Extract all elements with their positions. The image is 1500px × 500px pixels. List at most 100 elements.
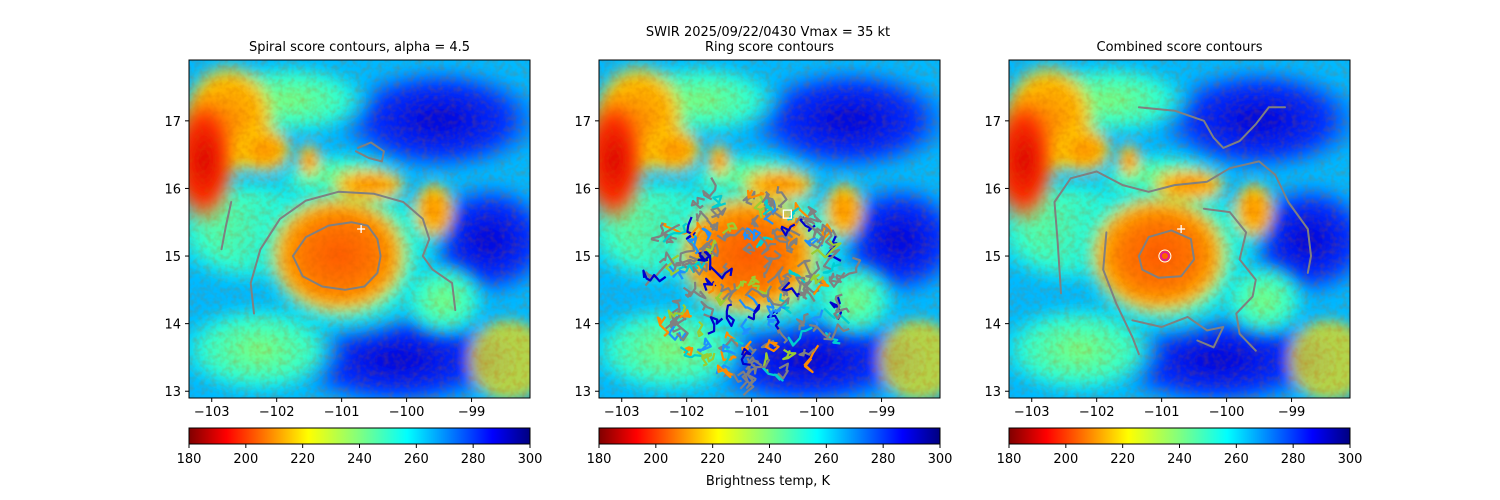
panel-2: Ring score contours −103 −102 −101 −100 −99 13…	[574, 40, 953, 467]
ring-contour	[835, 256, 862, 279]
y-tick-label: 16	[984, 182, 1001, 197]
x-tick-label: −103	[1014, 405, 1050, 420]
ring-contour	[662, 222, 688, 243]
y-tick-label: 15	[574, 250, 591, 265]
ring-contour	[690, 221, 707, 243]
figure-suptitle: SWIR 2025/09/22/0430 Vmax = 35 kt	[646, 25, 890, 40]
x-tick-label: −102	[1079, 405, 1115, 420]
ring-contour	[803, 344, 820, 374]
panel-title: Ring score contours	[705, 40, 834, 55]
colorbar-tick-label: 180	[587, 452, 612, 467]
ring-contour	[740, 318, 752, 335]
ring-contour	[711, 194, 727, 209]
ring-contour	[706, 219, 719, 232]
ring-contour	[783, 217, 801, 231]
colorbar-tick-label: 240	[757, 452, 782, 467]
colorbar-tick-label: 280	[871, 452, 896, 467]
ring-contour	[668, 325, 688, 341]
ring-contour	[679, 346, 702, 359]
y-tick-label: 16	[574, 182, 591, 197]
ring-contours	[642, 177, 862, 396]
ring-contour	[780, 223, 796, 237]
colorbar-tick-label: 280	[461, 452, 486, 467]
ring-contour	[769, 305, 786, 318]
ring-contour	[781, 281, 803, 298]
y-tick-label: 14	[164, 318, 181, 333]
ring-contour	[670, 321, 689, 342]
contour-line-3	[220, 201, 233, 251]
y-tick-label: 17	[984, 115, 1001, 130]
ring-contour	[796, 259, 817, 279]
colorbar-gradient	[1008, 427, 1351, 445]
y-tick-label: 14	[574, 318, 591, 333]
x-tick-label: −102	[669, 405, 705, 420]
ring-contour	[667, 303, 687, 319]
ring-contour	[804, 236, 824, 247]
contour-line-1	[291, 221, 382, 291]
ring-contour	[716, 364, 733, 379]
ring-contour	[701, 227, 712, 242]
ring-contour	[696, 350, 716, 363]
ring-contour	[742, 190, 756, 206]
x-tick-label: −103	[194, 405, 230, 420]
contour-line-5	[1131, 315, 1225, 349]
ring-contour	[695, 210, 709, 222]
contour-line-2	[249, 190, 457, 315]
ring-contour	[799, 282, 816, 303]
ring-contour	[685, 216, 696, 240]
ring-contour	[717, 262, 728, 278]
ring-contour	[763, 259, 773, 279]
colorbar-tick-label: 300	[1338, 452, 1363, 467]
ring-contour	[673, 255, 698, 271]
colorbar-tick-label: 260	[1224, 452, 1249, 467]
ring-contour	[810, 239, 842, 259]
ring-contour	[811, 309, 824, 326]
ring-contour	[798, 348, 816, 357]
ring-contour	[787, 237, 798, 251]
ring-contour	[820, 223, 834, 250]
ring-contour	[823, 307, 851, 325]
ring-contour	[707, 278, 723, 295]
ring-contour	[795, 312, 809, 331]
ring-contour	[834, 293, 844, 313]
contour-line-4	[1202, 207, 1257, 352]
ring-contour	[697, 337, 712, 353]
colorbar: 180 200 220 240 260 280 300	[177, 427, 542, 467]
ring-contour	[742, 242, 756, 255]
ring-contour	[735, 280, 747, 290]
ring-contour	[810, 273, 825, 285]
ring-contour	[746, 189, 765, 199]
ring-contour	[777, 362, 789, 380]
ring-contour	[784, 228, 801, 239]
ring-contour	[692, 263, 708, 276]
ring-contour	[766, 285, 790, 307]
ring-contour	[761, 190, 775, 207]
ring-contour	[764, 339, 780, 353]
ring-contour	[745, 373, 757, 389]
ring-contour	[703, 277, 717, 291]
y-tick-label: 16	[164, 182, 181, 197]
ring-contour	[679, 309, 692, 319]
ring-contour	[762, 199, 774, 216]
colorbar-tick-label: 280	[1281, 452, 1306, 467]
ring-contour	[752, 358, 771, 375]
y-tick-label: 13	[984, 385, 1001, 400]
ring-contour	[809, 324, 832, 339]
ring-contour	[804, 220, 824, 239]
colorbar-tick-label: 240	[1167, 452, 1192, 467]
ring-contour	[747, 303, 761, 321]
x-tick-label: −99	[868, 405, 895, 420]
ring-contour	[690, 196, 705, 209]
colorbar-tick-label: 180	[997, 452, 1022, 467]
ring-contour	[659, 222, 681, 236]
ring-contour	[788, 269, 806, 284]
colorbar-tick-label: 200	[233, 452, 258, 467]
colorbar-gradient	[188, 427, 531, 445]
colorbar-tick-label: 300	[928, 452, 953, 467]
ring-contour	[642, 269, 667, 283]
ring-contour	[656, 315, 670, 337]
ring-contour	[709, 265, 733, 280]
y-tick-label: 13	[164, 385, 181, 400]
ring-contour	[686, 236, 700, 255]
